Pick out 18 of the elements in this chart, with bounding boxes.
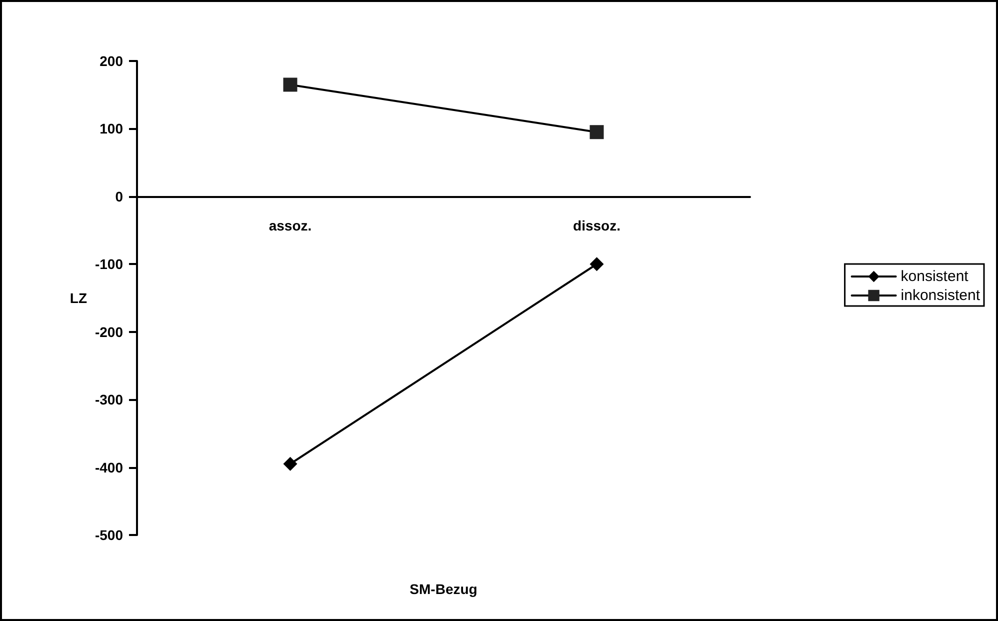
y-tick-label: -100 bbox=[94, 256, 124, 272]
y-tick-label: 200 bbox=[100, 53, 124, 69]
point bbox=[590, 257, 604, 272]
x-axis-title: SM-Bezug bbox=[410, 581, 478, 597]
y-tick-label: -300 bbox=[94, 392, 124, 408]
legend-label: konsistent bbox=[900, 268, 970, 285]
y-tick-label: 0 bbox=[115, 188, 124, 204]
y-tick-label: -200 bbox=[94, 324, 124, 340]
point bbox=[283, 78, 298, 92]
y-tick-label: 100 bbox=[100, 120, 124, 137]
point bbox=[590, 125, 604, 140]
y-tick-label: -400 bbox=[94, 459, 124, 476]
x-tick-label: dissoz. bbox=[573, 217, 620, 234]
point bbox=[283, 456, 298, 471]
y-tick-label: -500 bbox=[94, 527, 124, 543]
legend-label: inkonsistent bbox=[900, 287, 981, 304]
y-axis-title: LZ bbox=[70, 290, 88, 306]
x-tick-label: assoz. bbox=[268, 217, 312, 234]
